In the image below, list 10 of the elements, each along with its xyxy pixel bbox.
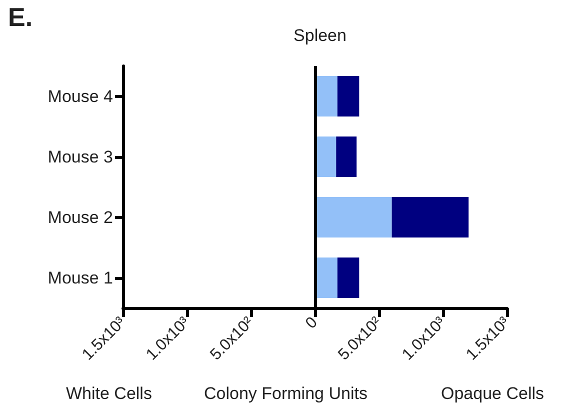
x-axis-title: Colony Forming Units [204,384,368,403]
y-tick-label: Mouse 3 [48,147,113,166]
y-tick-label: Mouse 4 [48,86,113,106]
text: White Cells [66,384,152,403]
text: E. [8,2,33,32]
y-tick-label: Mouse 2 [48,208,113,227]
text: Opaque Cells [441,384,544,403]
x-tick-label: 0 [302,314,322,332]
chart-title: Spleen [294,26,346,45]
y-tick-label: Mouse 1 [48,268,113,288]
